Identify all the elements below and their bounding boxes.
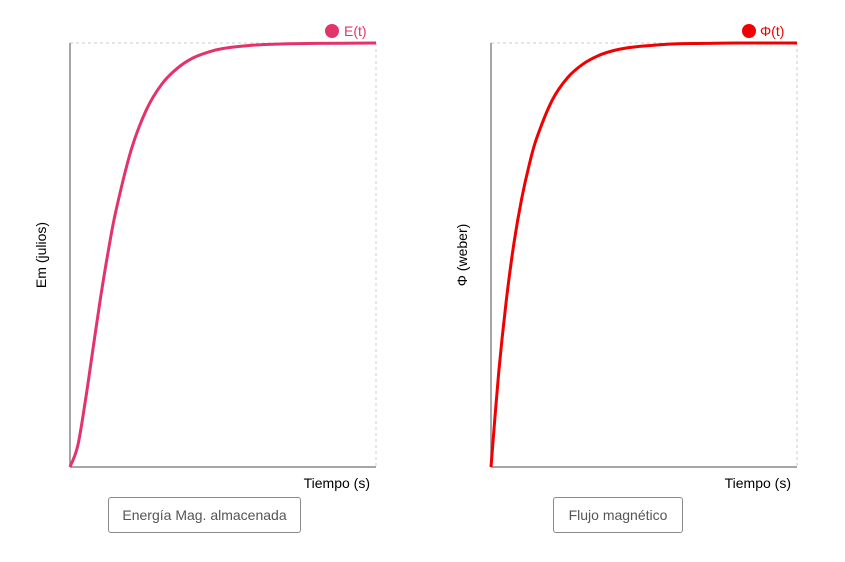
x-axis-label-energy: Tiempo (s) (304, 475, 370, 491)
flux-button[interactable]: Flujo magnético (553, 497, 683, 533)
y-axis-label-flux: Φ (weber) (454, 224, 470, 287)
energy-chart: E(t) Tiempo (s) Em (julios) (33, 23, 377, 491)
y-axis-label-energy: Em (julios) (33, 222, 49, 288)
legend-marker-flux (742, 24, 756, 38)
legend-label-flux: Φ(t) (760, 23, 784, 39)
energy-series-line (68, 41, 377, 468)
energy-button[interactable]: Energía Mag. almacenada (108, 497, 301, 533)
flux-chart: Φ(t) Tiempo (s) Φ (weber) (454, 23, 798, 491)
legend-label-energy: E(t) (344, 23, 367, 39)
x-axis-label-flux: Tiempo (s) (725, 475, 791, 491)
flux-series-line (489, 41, 798, 468)
legend-marker-energy (325, 24, 339, 38)
